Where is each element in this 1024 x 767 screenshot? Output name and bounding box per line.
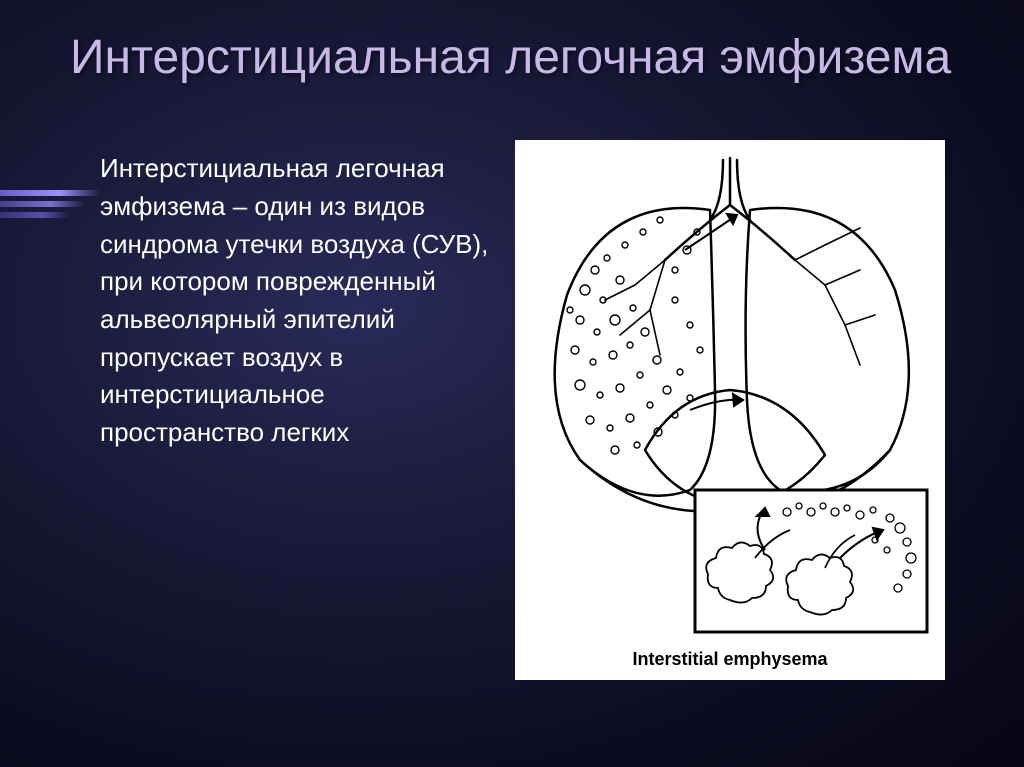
figure-caption: Interstitial emphysema [632,649,827,670]
accent-bars [0,190,100,224]
lungs-diagram [525,150,935,645]
slide: Интерстициальная легочная эмфизема Интер… [0,0,1024,767]
slide-body: Интерстициальная легочная эмфизема – оди… [70,140,490,452]
figure: Interstitial emphysema [515,140,945,680]
content-row: Интерстициальная легочная эмфизема – оди… [70,140,974,680]
slide-title: Интерстициальная легочная эмфизема [70,30,974,85]
